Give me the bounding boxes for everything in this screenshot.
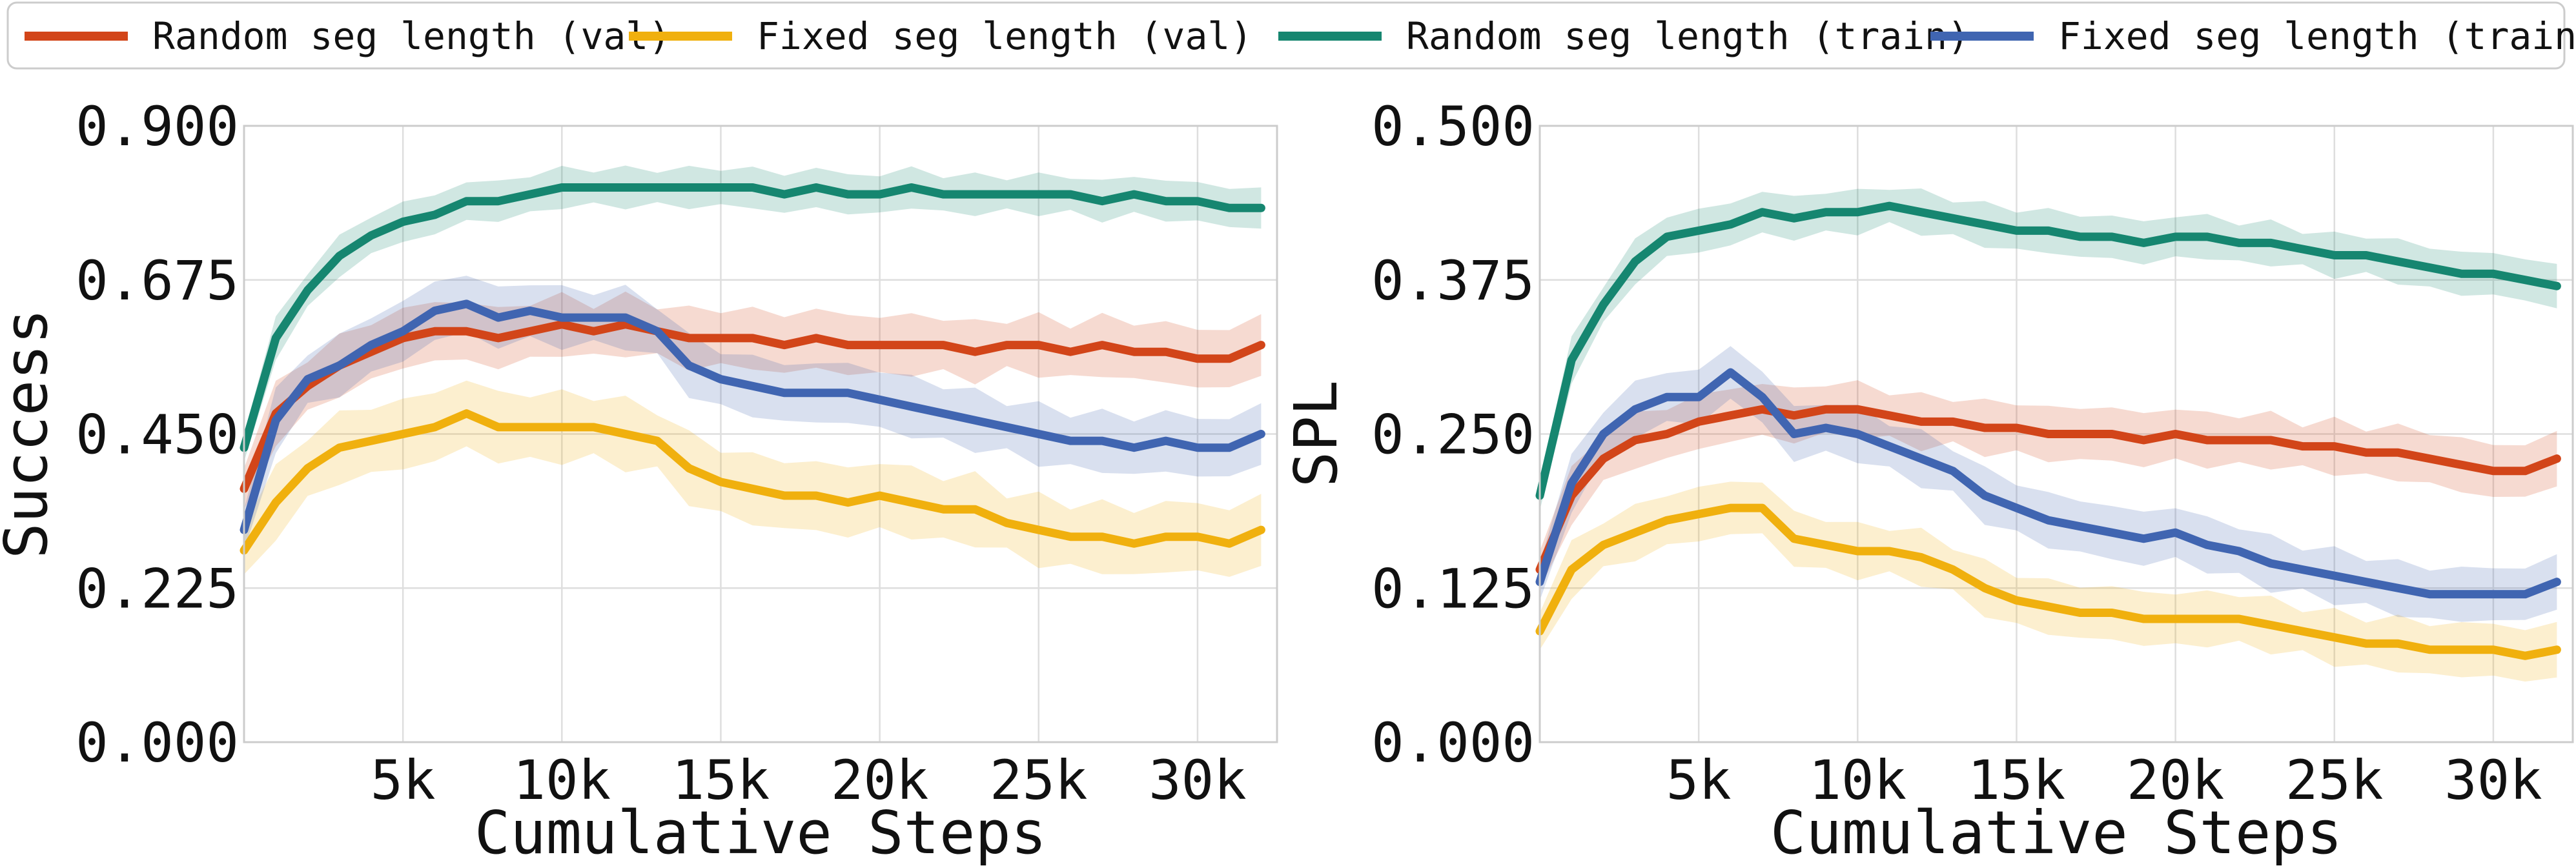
x-tick-label: 15k <box>1968 749 2066 812</box>
x-axis-label-success: Cumulative Steps <box>475 798 1047 867</box>
lines-spl <box>1535 201 2561 660</box>
panel-success: 5k 10k 15k 20k 25k 30k 0.000 0.225 0.450… <box>0 95 1278 867</box>
x-axis-label-spl: Cumulative Steps <box>1770 798 2342 867</box>
x-tick-label: 20k <box>2127 749 2225 812</box>
y-tick-label: 0.900 <box>76 95 239 158</box>
series-line-random-seg-length-train <box>240 183 1265 452</box>
panel-spl: 5k 10k 15k 20k 25k 30k 0.000 0.125 0.250… <box>1282 95 2574 867</box>
band-random-seg-length-train <box>1540 188 2557 510</box>
series-line-fixed-seg-length-val <box>1535 503 2561 660</box>
y-tick-label: 0.000 <box>1371 711 1535 774</box>
series-line-random-seg-length-val <box>240 320 1265 493</box>
plot-border-success <box>243 125 1278 743</box>
x-tick-label: 15k <box>672 749 770 812</box>
series-line-random-seg-length-train <box>1535 201 2561 500</box>
x-tick-label: 20k <box>831 749 929 812</box>
y-tick-label: 0.375 <box>1371 249 1535 312</box>
legend-label-random-val: Random seg length (val) <box>152 14 671 58</box>
lines-success <box>240 183 1265 555</box>
x-tick-label: 25k <box>2285 749 2384 812</box>
y-tick-label: 0.500 <box>1371 95 1535 158</box>
x-tick-label: 5k <box>371 749 436 812</box>
series-line-fixed-seg-length-train <box>240 299 1265 534</box>
x-tick-label: 30k <box>1149 749 1247 812</box>
plot-border-spl <box>1538 125 2574 743</box>
legend-entry-random-val: Random seg length (val) <box>25 14 671 58</box>
x-tick-label: 10k <box>513 749 611 812</box>
legend: Random seg length (val) Fixed seg length… <box>6 1 2576 70</box>
y-tick-label: 0.125 <box>1371 557 1535 620</box>
y-tick-label: 0.000 <box>76 711 239 774</box>
y-axis-label-success: Success <box>0 308 61 559</box>
legend-label-fixed-val: Fixed seg length (val) <box>757 14 1252 58</box>
series-line-fixed-seg-length-val <box>240 409 1265 555</box>
band-fixed-seg-length-train <box>244 276 1262 550</box>
x-tick-label: 10k <box>1808 749 1906 812</box>
legend-label-random-train: Random seg length (train) <box>1406 14 1970 58</box>
band-random-seg-length-train <box>244 165 1262 461</box>
y-tick-label: 0.450 <box>76 403 239 467</box>
legend-entry-fixed-val: Fixed seg length (val) <box>629 14 1252 58</box>
x-tick-label: 30k <box>2444 749 2542 812</box>
y-tick-label: 0.225 <box>76 557 239 620</box>
x-tick-label: 5k <box>1666 749 1732 812</box>
legend-entry-fixed-train: Fixed seg length (train) <box>1930 14 2576 58</box>
series-line-random-seg-length-val <box>1535 405 2561 574</box>
y-tick-label: 0.250 <box>1371 403 1535 467</box>
y-ticks-spl: 0.000 0.125 0.250 0.375 0.500 <box>1371 95 1535 774</box>
y-tick-label: 0.675 <box>76 249 239 312</box>
series-line-fixed-seg-length-train <box>1535 368 2561 599</box>
x-tick-label: 25k <box>990 749 1088 812</box>
y-ticks-success: 0.000 0.225 0.450 0.675 0.900 <box>76 95 239 774</box>
legend-label-fixed-train: Fixed seg length (train) <box>2058 14 2576 58</box>
x-ticks-spl: 5k 10k 15k 20k 25k 30k <box>1666 749 2542 812</box>
x-ticks-success: 5k 10k 15k 20k 25k 30k <box>371 749 1247 812</box>
legend-entry-random-train: Random seg length (train) <box>1278 14 1970 58</box>
y-axis-label-spl: SPL <box>1282 380 1351 487</box>
